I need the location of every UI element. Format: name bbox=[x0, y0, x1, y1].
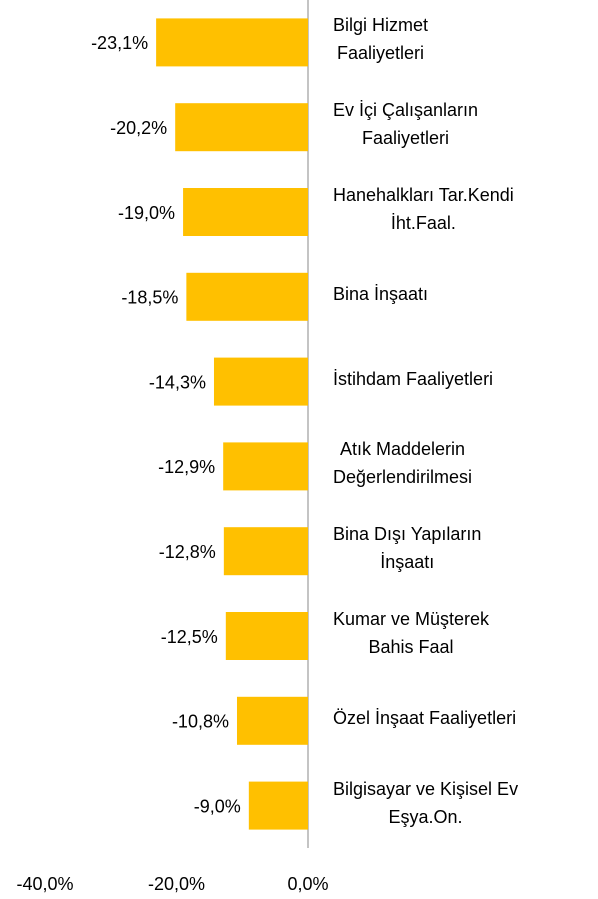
bar bbox=[225, 612, 308, 660]
category-label: Bilgi Hizmet Faaliyetleri bbox=[333, 15, 429, 64]
value-label: -18,5% bbox=[121, 288, 178, 308]
value-label: -14,3% bbox=[149, 372, 206, 392]
x-tick-label: 0,0% bbox=[287, 874, 328, 894]
bar bbox=[223, 442, 308, 491]
bar bbox=[236, 696, 308, 745]
bar bbox=[156, 18, 308, 67]
x-tick-label: -20,0% bbox=[148, 874, 205, 894]
value-label: -12,5% bbox=[161, 627, 218, 647]
value-label: -19,0% bbox=[118, 203, 175, 223]
bar bbox=[213, 357, 308, 406]
category-label: Ev İçi Çalışanların Faaliyetleri bbox=[333, 100, 479, 149]
bar bbox=[186, 272, 308, 321]
x-tick-label: -40,0% bbox=[16, 874, 73, 894]
category-label: Özel İnşaat Faaliyetleri bbox=[333, 707, 517, 728]
value-label: -10,8% bbox=[172, 712, 229, 732]
category-label: Atık Maddelerin Değerlendirilmesi bbox=[333, 439, 473, 488]
category-label: Bilgisayar ve Kişisel Ev Eşya.On. bbox=[333, 778, 519, 827]
category-label: Bina İnşaatı bbox=[333, 283, 429, 304]
bar bbox=[175, 103, 308, 152]
value-label: -12,8% bbox=[159, 542, 216, 562]
bar bbox=[223, 527, 308, 576]
category-label: Hanehalkları Tar.Kendi İht.Faal. bbox=[333, 185, 514, 233]
category-label: Bina Dışı Yapıların İnşaatı bbox=[333, 524, 482, 573]
value-label: -23,1% bbox=[91, 33, 148, 53]
bar bbox=[248, 781, 308, 830]
value-label: -12,9% bbox=[158, 457, 215, 477]
category-label: İstihdam Faaliyetleri bbox=[333, 368, 494, 389]
bar bbox=[183, 188, 308, 236]
category-label: Kumar ve Müşterek Bahis Faal bbox=[333, 609, 490, 657]
value-label: -20,2% bbox=[110, 118, 167, 138]
value-label: -9,0% bbox=[194, 796, 241, 816]
